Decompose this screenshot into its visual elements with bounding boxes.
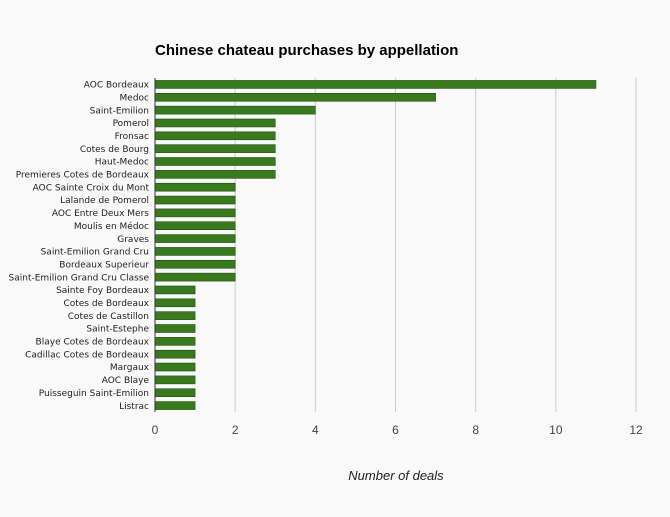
x-tick-label: 0 xyxy=(152,423,159,437)
category-label: AOC Entre Deux Mers xyxy=(52,209,149,219)
bar xyxy=(154,221,236,231)
bar xyxy=(154,144,276,153)
bar xyxy=(154,349,196,359)
bar xyxy=(154,92,436,102)
category-label: Saint-Emilion xyxy=(90,106,149,116)
x-tick-label: 2 xyxy=(232,423,239,437)
bar xyxy=(154,157,276,166)
category-label: Blaye Cotes de Bordeaux xyxy=(36,338,150,348)
category-label: Medoc xyxy=(120,93,150,103)
category-label: AOC Blaye xyxy=(102,376,150,386)
grid-lines xyxy=(234,78,637,412)
bar xyxy=(154,285,196,295)
bar xyxy=(154,247,236,256)
bar xyxy=(154,324,196,333)
bar xyxy=(154,362,196,372)
category-label: Margaux xyxy=(110,363,150,373)
category-label: Saint-Estephe xyxy=(86,325,149,335)
category-label: Saint-Emilion Grand Cru Classe xyxy=(9,273,150,283)
bar xyxy=(154,131,276,141)
category-label: Moulis en Médoc xyxy=(74,221,149,232)
category-label: Cotes de Bordeaux xyxy=(63,299,149,309)
category-label: Pomerol xyxy=(113,119,149,129)
category-label: Cotes de Bourg xyxy=(80,145,149,155)
bar xyxy=(154,80,597,89)
x-tick-labels: 0 2 4 6 8 10 12 xyxy=(152,423,643,437)
bar xyxy=(154,259,236,269)
category-label: Premieres Cotes de Bordeaux xyxy=(16,171,150,181)
bar xyxy=(154,375,196,385)
bar xyxy=(154,105,316,115)
bar xyxy=(154,170,276,179)
bar xyxy=(154,208,236,218)
bar xyxy=(154,272,236,282)
category-label: Saint-Emilion Grand Cru xyxy=(41,248,149,258)
bar xyxy=(154,118,276,128)
category-label: Listrac xyxy=(119,402,149,412)
bar xyxy=(154,298,196,308)
bar xyxy=(154,195,236,205)
category-label: AOC Bordeaux xyxy=(84,81,150,91)
x-axis-title: Number of deals xyxy=(348,468,444,483)
category-label: Puisseguin Saint-Emilion xyxy=(39,389,149,399)
category-label: Bordeaux Superieur xyxy=(59,260,149,270)
x-tick-label: 10 xyxy=(549,423,563,437)
bar xyxy=(154,234,236,243)
category-labels: AOC Bordeaux Medoc Saint-Emilion Pomerol Fro… xyxy=(9,81,150,412)
x-tick-label: 12 xyxy=(629,423,643,437)
category-label: Cadillac Cotes de Bordeaux xyxy=(25,350,150,360)
category-label: Fronsac xyxy=(115,132,149,142)
x-tick-label: 8 xyxy=(472,423,479,437)
bar xyxy=(154,401,196,410)
category-label: AOC Sainte Croix du Mont xyxy=(33,183,150,193)
chart-title: Chinese chateau purchases by appellation xyxy=(155,42,458,59)
bar xyxy=(154,388,196,398)
bar xyxy=(154,311,196,320)
bars xyxy=(154,80,597,410)
category-label: Sainte Foy Bordeaux xyxy=(56,286,150,296)
x-tick-label: 4 xyxy=(312,423,319,437)
bar xyxy=(154,337,196,346)
x-tick-label: 6 xyxy=(392,423,399,437)
category-label: Lalande de Pomerol xyxy=(60,196,149,206)
category-label: Graves xyxy=(117,235,149,245)
category-label: Haut-Medoc xyxy=(95,158,149,168)
bar xyxy=(154,182,236,192)
category-label: Cotes de Castillon xyxy=(68,312,149,322)
